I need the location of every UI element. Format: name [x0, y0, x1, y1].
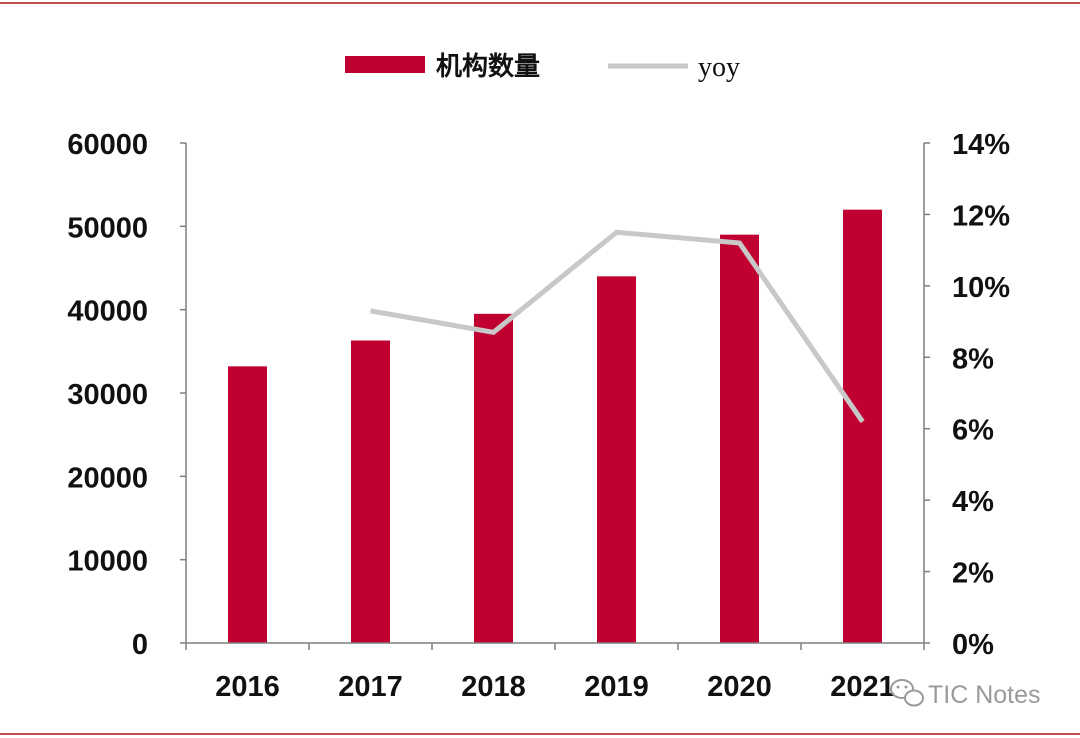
right-tick-label: 14%	[952, 129, 1010, 161]
bar-2017	[351, 340, 390, 643]
axes	[185, 143, 925, 644]
right-tick-label: 4%	[952, 486, 994, 518]
bar-2016	[228, 366, 267, 643]
x-tick-label: 2020	[707, 671, 772, 703]
right-tick-label: 10%	[952, 272, 1010, 304]
watermark-text: TIC Notes	[928, 681, 1041, 709]
wechat-icon	[890, 679, 924, 707]
left-tick-label: 50000	[67, 212, 148, 244]
right-ticks: 0% 2% 4% 6% 8% 10% 12% 14%	[924, 129, 1010, 661]
legend-line-label: yoy	[698, 52, 740, 83]
x-tick-label: 2021	[830, 671, 895, 703]
left-tick-label: 60000	[67, 129, 148, 161]
bar-2019	[597, 276, 636, 643]
watermark: TIC Notes	[890, 679, 1041, 709]
right-tick-label: 6%	[952, 415, 994, 447]
right-tick-label: 8%	[952, 343, 994, 375]
legend-bar-label: 机构数量	[436, 52, 540, 82]
yoy-point-2019	[616, 231, 617, 233]
yoy-point-2018	[493, 331, 494, 333]
x-tick-label: 2016	[215, 671, 280, 703]
legend-bar-swatch	[345, 56, 425, 73]
legend: 机构数量 yoy	[345, 52, 740, 83]
x-tick-label: 2017	[338, 671, 403, 703]
left-tick-label: 10000	[67, 546, 148, 578]
x-ticks: 2016 2017 2018 2019 2020 2021	[185, 643, 925, 703]
x-tick-label: 2019	[584, 671, 649, 703]
left-tick-label: 30000	[67, 379, 148, 411]
right-tick-label: 2%	[952, 558, 994, 590]
yoy-point-2021	[862, 421, 863, 423]
bars	[228, 209, 882, 643]
right-tick-label: 0%	[952, 629, 994, 661]
left-tick-label: 20000	[67, 462, 148, 494]
bar-2020	[720, 234, 759, 643]
right-tick-label: 12%	[952, 200, 1010, 232]
x-tick-label: 2018	[461, 671, 526, 703]
yoy-line-group	[370, 229, 865, 423]
yoy-point-2020	[739, 242, 740, 244]
left-tick-label: 0	[132, 629, 148, 661]
yoy-point-2017	[370, 310, 371, 312]
left-tick-label: 40000	[67, 296, 148, 328]
bar-2018	[474, 313, 513, 643]
left-ticks: 0 10000 20000 30000 40000 50000 60000	[67, 129, 186, 661]
bar-2021	[843, 209, 882, 643]
